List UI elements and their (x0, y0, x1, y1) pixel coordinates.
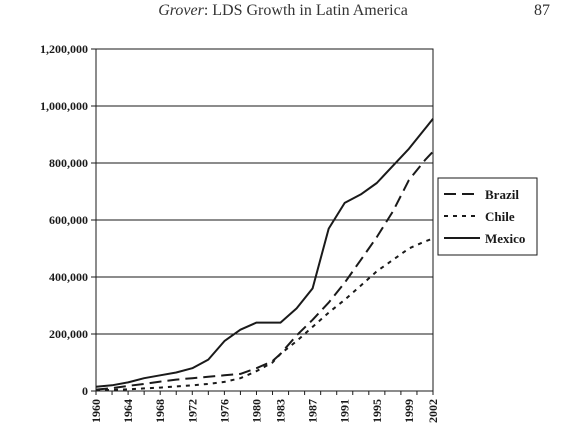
x-tick-label: 1991 (338, 399, 352, 423)
y-tick-label: 600,000 (49, 213, 88, 227)
x-tick-label: 1968 (153, 399, 167, 423)
legend-label-mexico: Mexico (485, 231, 525, 246)
y-tick-label: 1,200,000 (40, 42, 88, 56)
y-tick-label: 1,000,000 (40, 99, 88, 113)
gridlines (96, 48, 433, 392)
y-tick-label: 800,000 (49, 156, 88, 170)
y-tick-label: 0 (82, 384, 88, 398)
series-line-mexico (95, 118, 434, 388)
x-tick-label: 1964 (121, 399, 135, 423)
running-title-author: Grover (158, 2, 204, 19)
x-tick-label: 1995 (370, 399, 384, 423)
x-tick-label: 2002 (426, 399, 440, 423)
series-line-brazil (95, 150, 434, 391)
x-tick-label: 1972 (185, 399, 199, 423)
x-tick-label: 1980 (249, 399, 263, 423)
legend-label-chile: Chile (485, 209, 515, 224)
running-head: Grover: LDS Growth in Latin America 87 (0, 0, 566, 26)
y-tick-label: 200,000 (49, 327, 88, 341)
legend: Brazil Chile Mexico (437, 177, 538, 256)
x-tick-label: 1976 (217, 399, 231, 423)
x-tick-label: 1987 (306, 399, 320, 423)
series-lines (95, 118, 434, 392)
x-tick-label: 1983 (274, 399, 288, 423)
legend-label-brazil: Brazil (485, 187, 519, 202)
running-title: Grover: LDS Growth in Latin America (0, 2, 566, 20)
page-number: 87 (534, 2, 550, 19)
x-axis-ticks: 1960 1964 1968 1972 1976 1980 1983 1987 1991 1995… (89, 391, 440, 423)
running-title-text: : LDS Growth in Latin America (203, 2, 408, 19)
y-tick-label: 400,000 (49, 270, 88, 284)
x-tick-label: 1999 (402, 399, 416, 423)
series-line-chile (95, 237, 434, 392)
y-axis-ticks: 0 200,000 400,000 600,000 800,000 1,000,000 1,… (40, 42, 96, 398)
x-tick-label: 1960 (89, 399, 103, 423)
